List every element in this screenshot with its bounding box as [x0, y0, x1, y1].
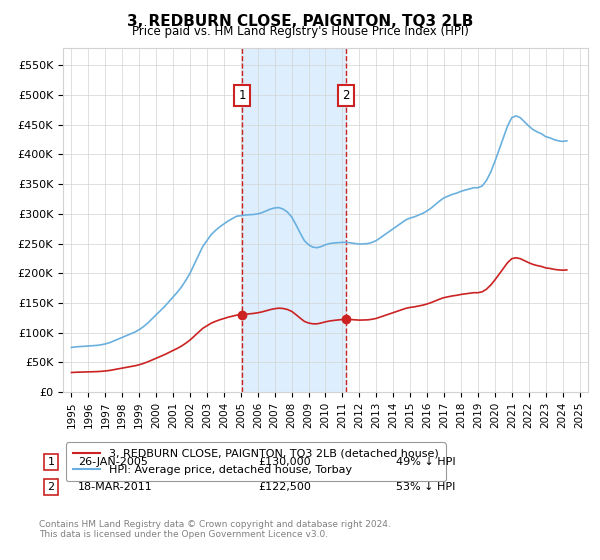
Text: 26-JAN-2005: 26-JAN-2005 [78, 457, 148, 467]
Legend: 3, REDBURN CLOSE, PAIGNTON, TQ3 2LB (detached house), HPI: Average price, detach: 3, REDBURN CLOSE, PAIGNTON, TQ3 2LB (det… [66, 442, 446, 481]
Text: 49% ↓ HPI: 49% ↓ HPI [396, 457, 455, 467]
Text: £122,500: £122,500 [258, 482, 311, 492]
Text: 2: 2 [342, 89, 350, 102]
Text: 18-MAR-2011: 18-MAR-2011 [78, 482, 153, 492]
Text: 3, REDBURN CLOSE, PAIGNTON, TQ3 2LB: 3, REDBURN CLOSE, PAIGNTON, TQ3 2LB [127, 14, 473, 29]
Text: Contains HM Land Registry data © Crown copyright and database right 2024.
This d: Contains HM Land Registry data © Crown c… [39, 520, 391, 539]
Text: £130,000: £130,000 [258, 457, 311, 467]
Text: 2: 2 [47, 482, 55, 492]
Text: 1: 1 [47, 457, 55, 467]
Text: 1: 1 [238, 89, 246, 102]
Text: Price paid vs. HM Land Registry's House Price Index (HPI): Price paid vs. HM Land Registry's House … [131, 25, 469, 38]
Text: 53% ↓ HPI: 53% ↓ HPI [396, 482, 455, 492]
Bar [242, 48, 346, 392]
